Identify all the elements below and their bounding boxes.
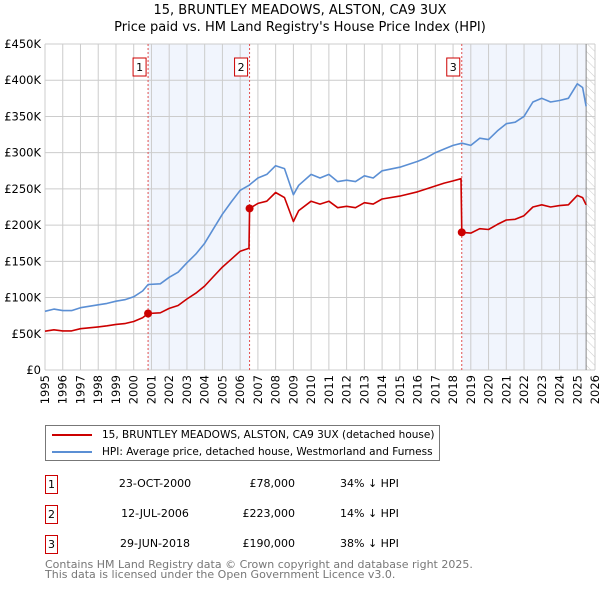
y-tick-label: £50K <box>12 327 42 341</box>
x-tick-label: 2005 <box>215 375 229 404</box>
x-tick-label: 2016 <box>411 375 425 404</box>
x-tick-label: 2025 <box>570 375 584 404</box>
y-tick-label: £400K <box>4 73 41 87</box>
x-tick-label: 1995 <box>38 375 52 404</box>
x-tick-label: 2004 <box>198 375 212 404</box>
x-tick-label: 2021 <box>499 375 513 404</box>
sale-price: £223,000 <box>242 507 296 520</box>
sale-label-box <box>132 57 147 77</box>
x-tick-label: 2015 <box>393 375 407 404</box>
x-tick-label: 2026 <box>588 375 600 404</box>
sale-point <box>457 228 466 237</box>
sale-hpi-diff: 38% ↓ HPI <box>340 537 399 550</box>
x-tick-label: 1998 <box>91 375 105 404</box>
property-line-swatch <box>52 434 92 436</box>
y-tick-label: £350K <box>4 109 41 123</box>
sale-date: 23-OCT-2000 <box>118 477 192 490</box>
sale-label-box <box>446 57 461 77</box>
x-tick-label: 2002 <box>162 375 176 404</box>
x-tick-label: 2000 <box>127 375 141 404</box>
x-tick-label: 2008 <box>269 375 283 404</box>
sale-hpi-diff: 34% ↓ HPI <box>340 477 399 490</box>
y-tick-label: £0 <box>26 363 41 377</box>
legend: 15, BRUNTLEY MEADOWS, ALSTON, CA9 3UX (d… <box>45 425 440 461</box>
sale-label-box <box>234 57 249 77</box>
y-tick-label: £300K <box>4 146 41 160</box>
y-tick-label: £150K <box>4 254 41 268</box>
sale-date: 29-JUN-2018 <box>119 537 191 550</box>
x-tick-label: 2024 <box>553 375 567 404</box>
chart-title: 15, BRUNTLEY MEADOWS, ALSTON, CA9 3UX <box>153 3 447 18</box>
footer-licence: This data is licensed under the Open Gov… <box>45 568 396 581</box>
x-tick-label: 2020 <box>482 375 496 404</box>
x-tick-label: 2022 <box>517 375 531 404</box>
y-tick-label: £250K <box>4 182 41 196</box>
x-tick-label: 2011 <box>322 375 336 404</box>
sale-hpi-diff: 14% ↓ HPI <box>340 507 399 520</box>
x-tick-label: 2023 <box>535 375 549 404</box>
legend-hpi: HPI: Average price, detached house, West… <box>102 446 433 458</box>
y-tick-label: £450K <box>4 37 41 51</box>
sale-marker-badge: 1 <box>45 475 58 494</box>
x-tick-label: 2014 <box>375 375 389 404</box>
price-chart: £0 £50K £100K £150K £200K £250K £300K £350K £400… <box>4 37 600 404</box>
sale-marker-badge: 2 <box>45 505 58 524</box>
x-tick-label: 2012 <box>340 375 354 404</box>
hpi-line-swatch <box>52 451 92 453</box>
y-tick-label: £100K <box>4 291 41 305</box>
sale-point <box>245 204 254 213</box>
sale-label: 3 <box>450 61 457 74</box>
footer-copyright: Contains HM Land Registry data © Crown c… <box>45 558 473 571</box>
sale-point <box>144 309 153 318</box>
x-tick-label: 2001 <box>144 375 158 404</box>
x-tick-label: 1997 <box>73 375 87 404</box>
x-tick-label: 2018 <box>446 375 460 404</box>
sale-price: £190,000 <box>242 537 296 550</box>
y-tick-label: £200K <box>4 218 41 232</box>
hpi-line <box>44 83 587 313</box>
property-price-line <box>44 177 587 332</box>
chart-subtitle: Price paid vs. HM Land Registry's House … <box>114 20 486 35</box>
legend-property: 15, BRUNTLEY MEADOWS, ALSTON, CA9 3UX (d… <box>102 429 435 441</box>
forecast-hatch <box>586 44 595 370</box>
x-tick-label: 2017 <box>428 375 442 404</box>
ownership-shade <box>148 44 250 370</box>
sale-price: £78,000 <box>249 477 296 490</box>
x-tick-label: 2006 <box>233 375 247 404</box>
x-tick-label: 2009 <box>286 375 300 404</box>
sale-label: 1 <box>136 61 143 74</box>
sale-label: 2 <box>238 61 245 74</box>
x-tick-label: 2007 <box>251 375 265 404</box>
x-tick-label: 2003 <box>180 375 194 404</box>
x-tick-label: 2019 <box>464 375 478 404</box>
sale-marker-badge: 3 <box>45 535 58 554</box>
x-tick-label: 2013 <box>357 375 371 404</box>
footer: Contains HM Land Registry data © Crown c… <box>45 558 473 581</box>
x-tick-label: 1996 <box>56 375 70 404</box>
x-tick-label: 2010 <box>304 375 318 404</box>
x-tick-label: 1999 <box>109 375 123 404</box>
sale-date: 12-JUL-2006 <box>121 507 189 520</box>
